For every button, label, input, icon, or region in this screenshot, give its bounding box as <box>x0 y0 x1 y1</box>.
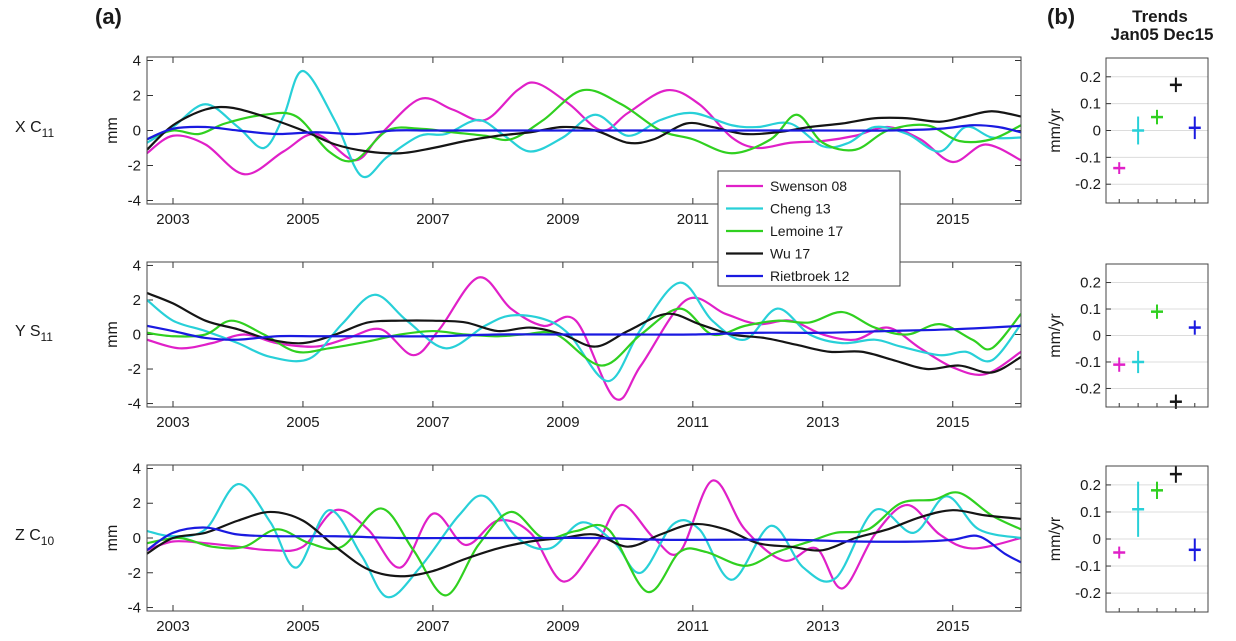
y-tick-label: -2 <box>128 565 141 582</box>
series-line-wu-17 <box>147 509 1021 578</box>
y-tick-label: -0.2 <box>1075 380 1101 397</box>
y-axis-label: mm/yr <box>1047 108 1064 153</box>
x-tick-label: 2013 <box>806 618 839 635</box>
legend-entry-wu-17: Wu 17 <box>770 246 810 262</box>
series-line-rietbroek-12 <box>147 324 1021 341</box>
y-tick-label: -4 <box>128 396 141 413</box>
series-line-rietbroek-12 <box>147 124 1021 141</box>
legend-entry-lemoine-17: Lemoine 17 <box>770 223 843 239</box>
y-tick-label: 0 <box>133 327 141 344</box>
y-tick-label: -0.2 <box>1075 176 1101 193</box>
trend-panel-x: -0.2 -0.1 0 0.1 0.2 mm/yr <box>1047 57 1209 204</box>
x-tick-label: 2007 <box>416 414 449 431</box>
series-line-cheng-13 <box>147 281 1021 383</box>
x-tick-label: 2005 <box>286 414 319 431</box>
x-tick-label: 2003 <box>156 618 189 635</box>
legend-entry-swenson-08: Swenson 08 <box>770 178 847 194</box>
plot-frame <box>146 56 1022 205</box>
x-tick-label: 2007 <box>416 211 449 228</box>
x-tick-label: 2009 <box>546 618 579 635</box>
legend: Swenson 08 Cheng 13 Lemoine 17 Wu 17 Rietbro… <box>717 170 901 287</box>
y-tick-label: 2 <box>133 292 141 309</box>
y-tick-label: 0 <box>1093 531 1101 548</box>
y-tick-label: 0 <box>1093 328 1101 345</box>
plots-layer: -4 -2 0 2 4 2003 2005 2007 2009 2011 2013 2015 mm X C… <box>15 53 1209 635</box>
x-tick-label: 2009 <box>546 414 579 431</box>
series-line-cheng-13 <box>147 483 1021 599</box>
x-tick-label: 2005 <box>286 211 319 228</box>
plot-frame <box>1105 465 1209 613</box>
y-tick-label: -4 <box>128 600 141 617</box>
y-tick-label: -0.1 <box>1075 354 1101 371</box>
x-tick-label: 2003 <box>156 414 189 431</box>
y-tick-label: 0 <box>133 123 141 140</box>
y-tick-label: -0.1 <box>1075 149 1101 166</box>
row-label-x: X C11 <box>15 119 54 140</box>
legend-entry-rietbroek-12: Rietbroek 12 <box>770 268 850 284</box>
y-tick-label: 0.1 <box>1080 504 1101 521</box>
timeseries-panel-x: -4-20242003200520072009201120132015mmX C… <box>15 53 1022 228</box>
y-tick-label: 2 <box>133 495 141 512</box>
series-line-lemoine-17 <box>147 88 1021 163</box>
x-tick-label: 2011 <box>677 211 709 228</box>
y-tick-label: -2 <box>128 158 141 175</box>
y-tick-label: -4 <box>128 193 141 210</box>
legend-entry-cheng-13: Cheng 13 <box>770 201 831 217</box>
x-tick-label: 2011 <box>677 414 709 431</box>
x-tick-label: 2015 <box>936 211 969 228</box>
x-tick-label: 2005 <box>286 618 319 635</box>
series-line-lemoine-17 <box>147 307 1021 367</box>
x-tick-label: 2003 <box>156 211 189 228</box>
y-tick-label: 0.2 <box>1080 477 1101 494</box>
y-tick-label: 0.1 <box>1080 96 1101 113</box>
x-tick-label: 2011 <box>677 618 709 635</box>
x-tick-label: 2007 <box>416 618 449 635</box>
panel-label-a: (a) <box>95 4 122 29</box>
y-tick-label: 0.2 <box>1080 275 1101 292</box>
y-axis-label: mm/yr <box>1047 516 1064 561</box>
y-axis-label: mm <box>104 525 121 552</box>
plot-frame <box>1105 57 1209 204</box>
y-tick-label: 0.2 <box>1080 69 1101 86</box>
legend-box <box>717 170 901 287</box>
plot-frame <box>1105 263 1209 408</box>
panel-label-b: (b) <box>1047 4 1075 29</box>
trend-panel-z: -0.2 -0.1 0 0.1 0.2 mm/yr <box>1047 465 1209 613</box>
y-tick-label: 4 <box>133 53 141 70</box>
x-tick-label: 2015 <box>936 618 969 635</box>
y-axis-label: mm <box>104 321 121 348</box>
row-label-y: Y S11 <box>15 323 53 344</box>
timeseries-panel-z: -4 -2 0 2 4 2003 2005 2007 2009 2011 2013 2015 mm Z C… <box>15 460 1022 635</box>
y-tick-label: 4 <box>133 257 141 274</box>
y-tick-label: 4 <box>133 460 141 477</box>
y-tick-label: 0.1 <box>1080 301 1101 318</box>
plot-frame <box>146 261 1022 408</box>
y-tick-label: 0 <box>133 530 141 547</box>
y-tick-label: -0.2 <box>1075 585 1101 602</box>
y-axis-label: mm/yr <box>1047 313 1064 358</box>
series-line-wu-17 <box>147 292 1021 374</box>
y-tick-label: -0.1 <box>1075 558 1101 575</box>
row-label-z: Z C10 <box>15 527 54 548</box>
trend-title-line1: Trends <box>1132 7 1188 26</box>
plot-frame <box>146 464 1022 612</box>
trend-panel-y: -0.2 -0.1 0 0.1 0.2 mm/yr <box>1047 263 1209 409</box>
x-tick-label: 2009 <box>546 211 579 228</box>
series-line-cheng-13 <box>147 69 1021 179</box>
x-tick-label: 2013 <box>806 414 839 431</box>
y-tick-label: 2 <box>133 88 141 105</box>
y-tick-label: 0 <box>1093 123 1101 140</box>
y-tick-label: -2 <box>128 361 141 378</box>
trend-title-line2: Jan05 Dec15 <box>1110 25 1213 44</box>
series-line-rietbroek-12 <box>147 526 1021 564</box>
y-axis-label: mm <box>104 117 121 144</box>
series-line-swenson-08 <box>147 479 1021 590</box>
x-tick-label: 2015 <box>936 414 969 431</box>
